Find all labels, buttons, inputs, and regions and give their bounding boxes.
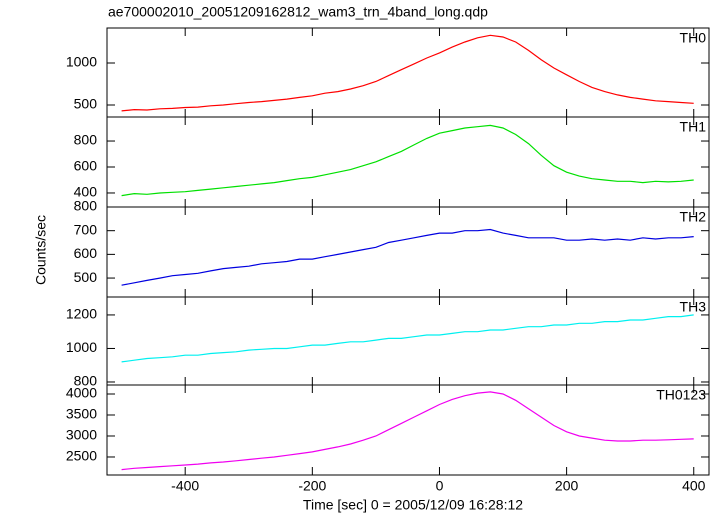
y-tick-label: 800: [74, 198, 98, 214]
chart-title: ae700002010_20051209162812_wam3_trn_4ban…: [108, 4, 488, 20]
panel-frame: [106, 206, 710, 298]
y-tick-label: 500: [74, 269, 98, 285]
y-tick-label: 800: [74, 373, 98, 389]
panel-label: TH3: [680, 299, 707, 315]
panel-frame: [106, 116, 710, 208]
x-tick-label: 0: [436, 478, 444, 494]
x-tick-label: 200: [555, 478, 579, 494]
panel-frame: [106, 296, 710, 386]
y-tick-label: 3500: [66, 406, 97, 422]
x-tick-label: -400: [171, 478, 199, 494]
y-tick-label: 600: [74, 245, 98, 261]
y-tick-label: 4000: [66, 385, 97, 401]
y-tick-label: 700: [74, 221, 98, 237]
y-tick-label: 3000: [66, 427, 97, 443]
panel-frame: [106, 27, 710, 118]
panel-label: TH0123: [656, 387, 706, 403]
data-line: [121, 34, 694, 112]
data-line: [121, 228, 694, 286]
y-tick-label: 2500: [66, 448, 97, 464]
y-tick-label: 1000: [66, 54, 97, 70]
data-line: [121, 314, 694, 363]
y-tick-label: 400: [74, 184, 98, 200]
y-tick-label: 1200: [66, 306, 97, 322]
y-tick-label: 500: [74, 96, 98, 112]
data-line: [121, 391, 694, 471]
x-tick-label: -200: [298, 478, 326, 494]
x-tick-label: 400: [682, 478, 706, 494]
y-tick-label: 1000: [66, 339, 97, 355]
y-tick-label: 600: [74, 158, 98, 174]
panel-frame: [106, 384, 710, 476]
y-axis-label: Counts/sec: [33, 215, 49, 285]
y-tick-label: 800: [74, 132, 98, 148]
data-line: [121, 124, 694, 197]
panel-label: TH1: [680, 119, 707, 135]
x-axis-label: Time [sec] 0 = 2005/12/09 16:28:12: [303, 497, 523, 513]
panel-label: TH2: [680, 209, 707, 225]
panel-label: TH0: [680, 30, 707, 46]
